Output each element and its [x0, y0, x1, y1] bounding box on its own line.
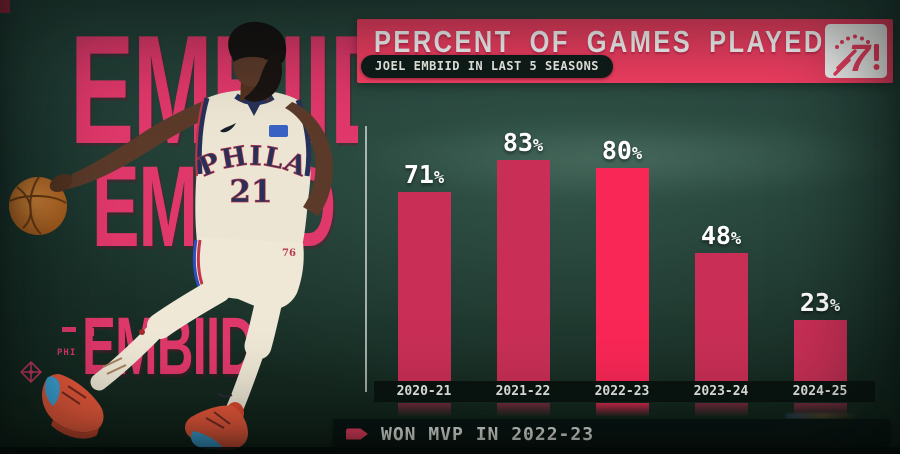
bar-reflection	[595, 403, 649, 417]
knee-scrape	[139, 329, 145, 335]
player-hair	[228, 21, 287, 65]
mvp-footnote-text: WON MVP IN 2022-23	[381, 423, 595, 445]
shorts-76-mark: 76	[282, 248, 296, 259]
arrow-tag-icon	[346, 428, 368, 440]
y-axis-line	[365, 126, 367, 392]
x-axis-tick-label: 2020-21	[396, 384, 452, 399]
philadelphia-76ers-logo-icon: 7	[825, 24, 887, 80]
phi-side-label: PHI	[57, 348, 77, 358]
bar-value-label: 71%	[403, 160, 445, 189]
jersey-number: 21	[229, 174, 272, 210]
floor-glare	[786, 413, 860, 419]
sneaker	[185, 402, 248, 450]
bar-reflection	[397, 403, 451, 417]
bar	[694, 253, 748, 381]
bar-value-label: 23%	[799, 288, 841, 317]
bar-value-label: 48%	[700, 221, 742, 250]
corner-chip	[0, 0, 10, 13]
player-legs	[90, 277, 284, 419]
bar	[793, 320, 847, 381]
sock-stripes	[102, 357, 127, 375]
logo-numeral: 7	[849, 38, 872, 78]
x-axis-tick-label: 2024-25	[792, 384, 848, 399]
bar-value-label: 80%	[601, 136, 643, 165]
x-axis-tick-label: 2022-23	[594, 384, 650, 399]
sponsor-patch	[269, 125, 288, 137]
subtitle-pill: JOEL EMBIID IN LAST 5 SEASONS	[361, 55, 614, 78]
nike-swoosh-icon	[220, 123, 236, 133]
bar	[496, 160, 550, 381]
bar	[595, 168, 649, 381]
mvp-footnote: WON MVP IN 2022-23	[333, 419, 890, 449]
bar-reflection	[496, 403, 550, 417]
bar-reflection	[694, 403, 748, 417]
decor-dash	[62, 327, 76, 332]
decor-colon	[86, 328, 94, 336]
player-beard	[244, 52, 283, 102]
player-hand	[49, 173, 73, 193]
basketball-seams	[9, 176, 67, 235]
page-title: PERCENT OF GAMES PLAYED	[374, 24, 825, 59]
x-axis-tick-label: 2021-22	[495, 384, 551, 399]
x-axis-tick-label: 2023-24	[693, 384, 749, 399]
player-arm	[64, 100, 212, 190]
player-arm	[285, 102, 333, 216]
bottom-edge-strip	[0, 447, 900, 454]
bar	[397, 192, 451, 381]
player-photo: 76 PHILA 21	[9, 21, 333, 450]
sneaker	[41, 374, 104, 439]
x-axis-label-band: 2020-21 2021-22 2022-23 2023-24 2024-25	[374, 381, 875, 402]
compass-icon	[19, 360, 43, 384]
bar-value-label: 83%	[502, 128, 544, 157]
